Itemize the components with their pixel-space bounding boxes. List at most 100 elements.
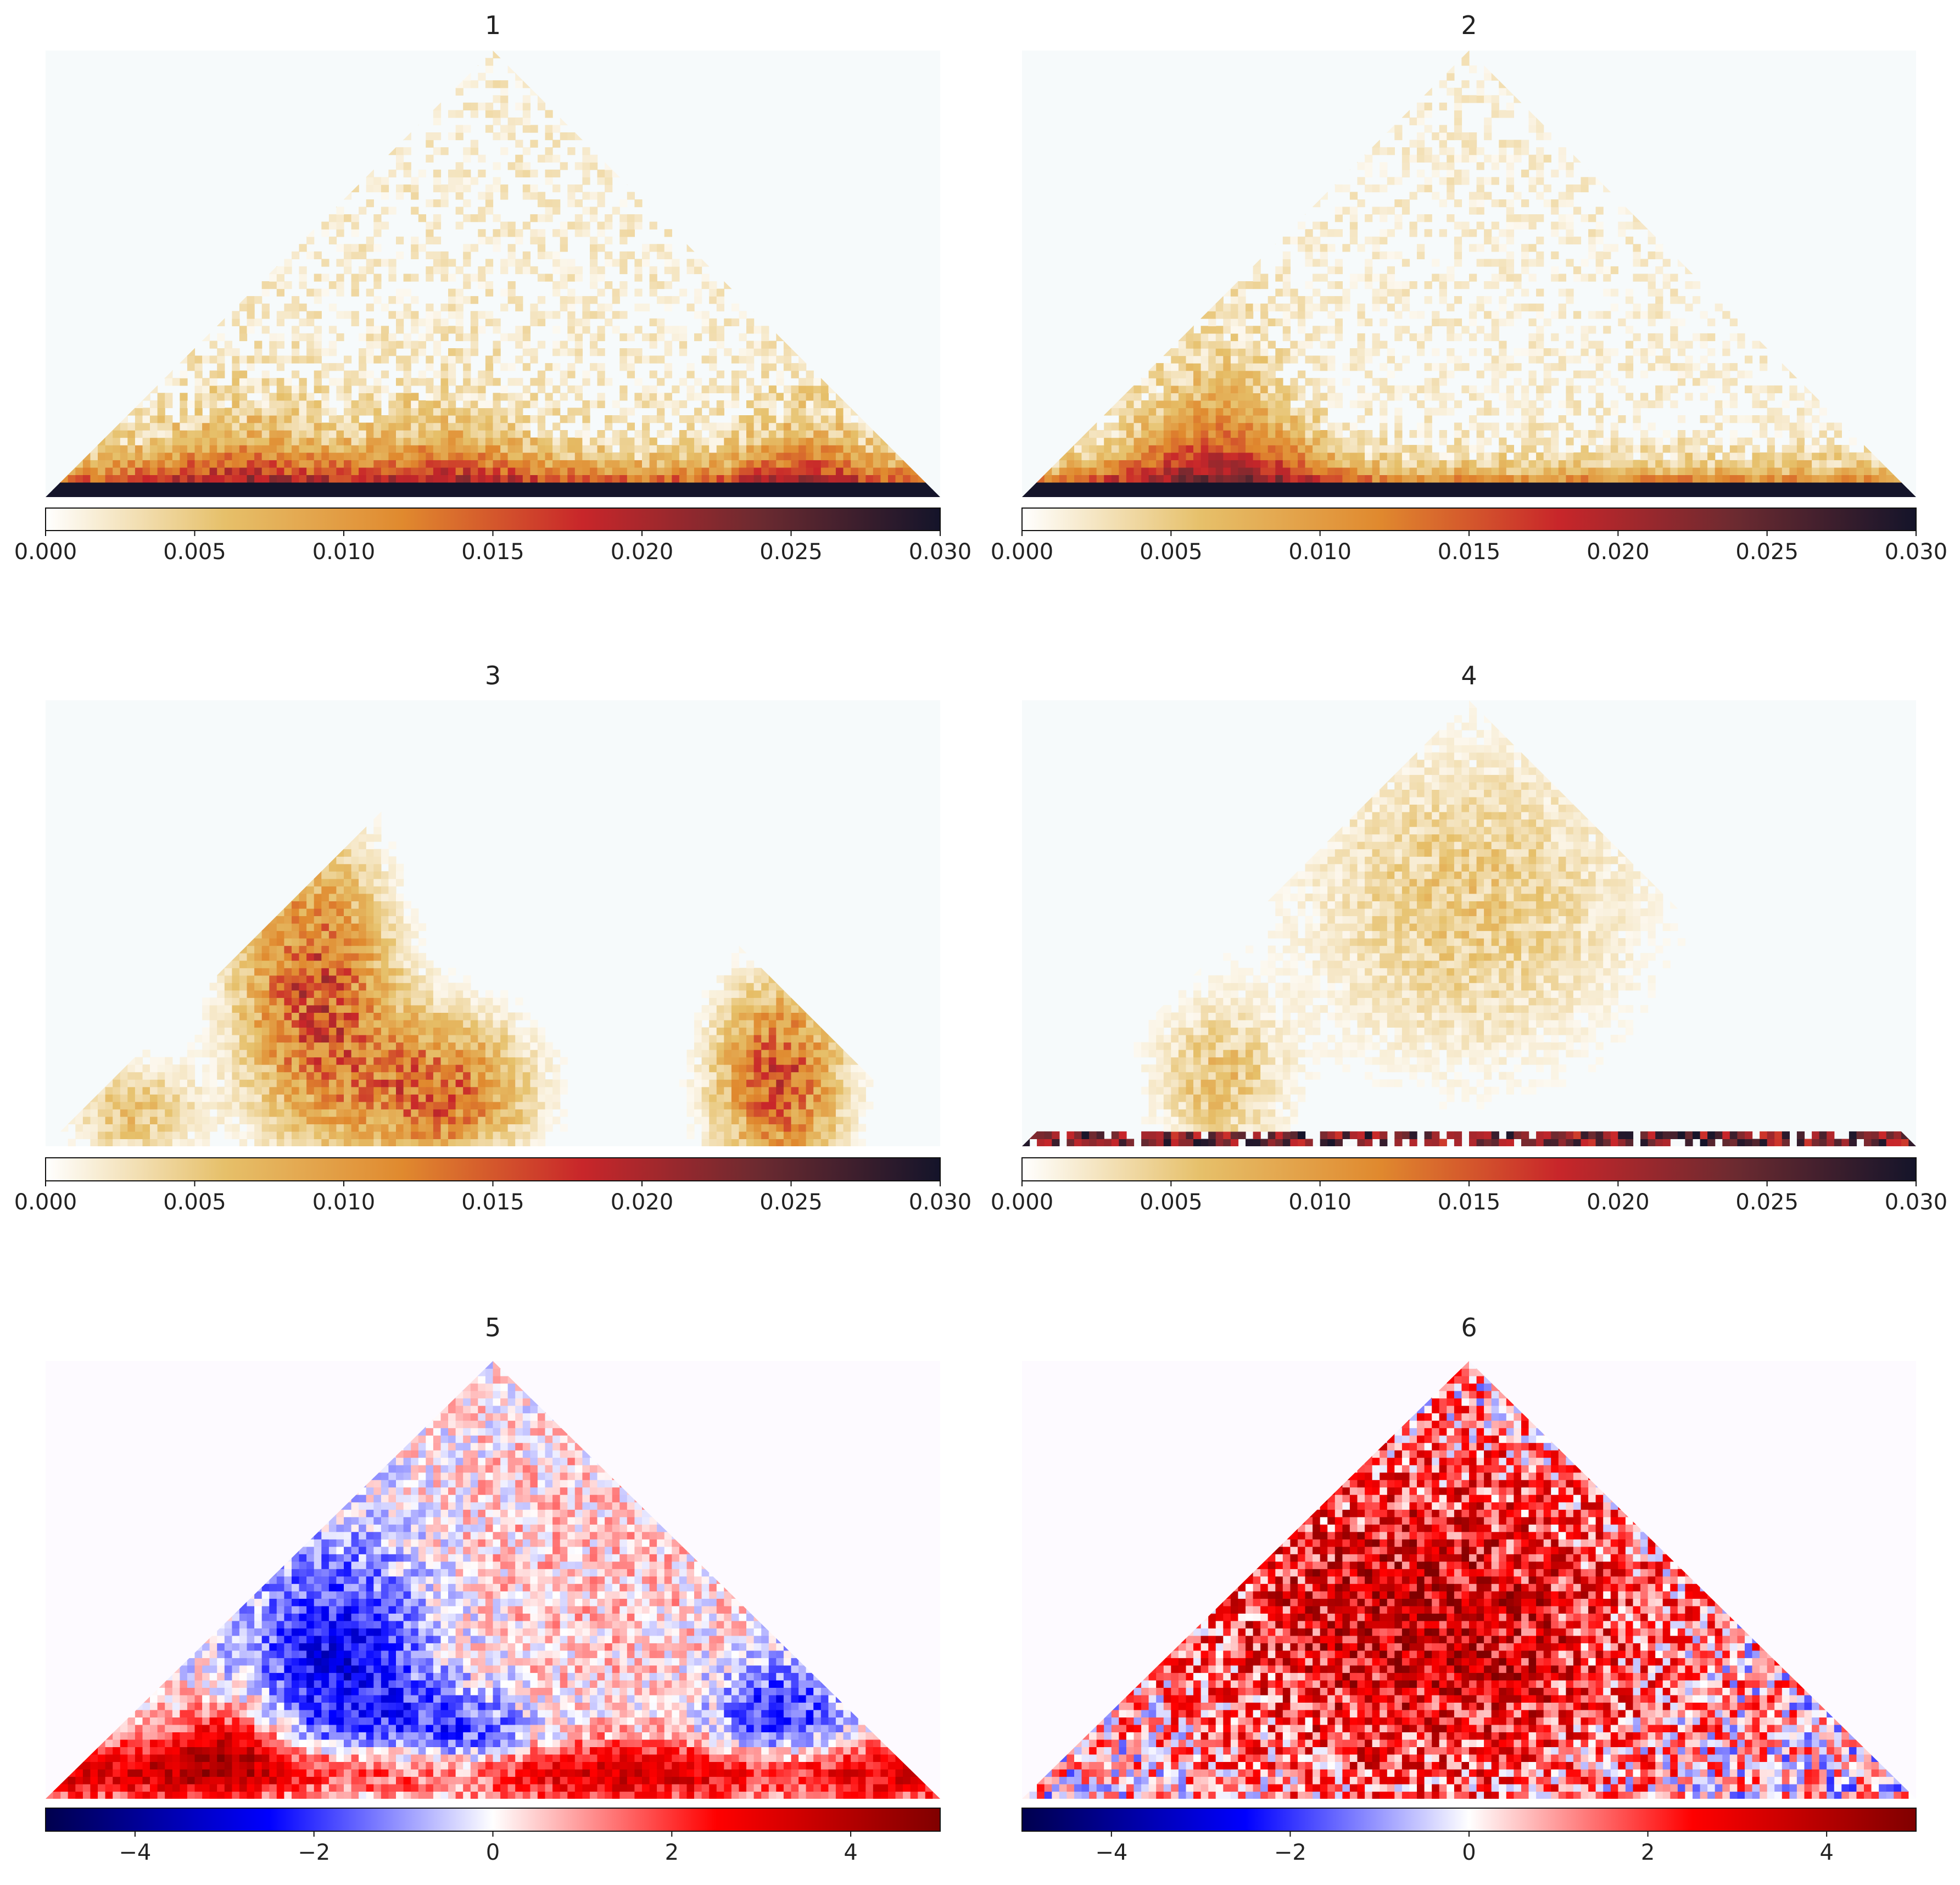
heatmap-cell bbox=[1528, 422, 1537, 431]
heatmap-cell bbox=[649, 341, 657, 349]
heatmap-cell bbox=[1648, 363, 1656, 371]
heatmap-cell bbox=[1774, 415, 1783, 423]
heatmap-cell bbox=[314, 1139, 322, 1146]
heatmap-cell bbox=[247, 475, 255, 483]
heatmap-cell bbox=[381, 385, 389, 393]
heatmap-cell bbox=[1275, 318, 1283, 326]
heatmap-cell bbox=[1282, 460, 1291, 468]
heatmap-cell bbox=[1432, 154, 1440, 163]
heatmap-cell bbox=[1551, 437, 1559, 445]
heatmap-cell bbox=[1417, 430, 1425, 438]
heatmap-cell bbox=[1178, 489, 1187, 497]
heatmap-cell bbox=[1394, 125, 1403, 133]
heatmap-cell bbox=[493, 452, 501, 460]
heatmap-cell bbox=[694, 311, 702, 319]
heatmap-cell bbox=[1230, 467, 1239, 475]
heatmap-cell bbox=[448, 445, 456, 453]
heatmap-cell bbox=[232, 408, 240, 416]
heatmap-cell bbox=[1186, 415, 1194, 423]
heatmap-cell bbox=[776, 489, 784, 497]
heatmap-cell bbox=[232, 482, 240, 490]
heatmap-cell bbox=[530, 266, 538, 275]
heatmap-cell bbox=[150, 445, 158, 453]
heatmap-cell bbox=[403, 147, 411, 155]
heatmap-cell bbox=[664, 482, 672, 490]
heatmap-cell bbox=[1514, 482, 1522, 490]
heatmap-cell bbox=[1148, 437, 1157, 445]
heatmap-cell bbox=[709, 296, 717, 304]
heatmap-cell bbox=[1246, 333, 1254, 342]
heatmap-cell bbox=[1208, 460, 1216, 468]
heatmap-cell bbox=[664, 281, 672, 289]
heatmap-cell bbox=[1484, 296, 1492, 304]
heatmap-cell bbox=[351, 370, 359, 378]
heatmap-cell bbox=[1782, 422, 1790, 431]
heatmap-cell bbox=[120, 482, 128, 490]
heatmap-cell bbox=[679, 288, 688, 297]
heatmap-cell bbox=[247, 437, 255, 445]
heatmap-cell bbox=[1246, 348, 1254, 356]
heatmap-cell bbox=[1514, 400, 1522, 409]
heatmap-cell bbox=[284, 452, 292, 460]
heatmap-cell bbox=[1528, 184, 1537, 193]
heatmap-cell bbox=[1655, 288, 1663, 297]
heatmap-cell bbox=[895, 460, 903, 468]
heatmap-cell bbox=[567, 475, 576, 483]
heatmap-cell bbox=[1633, 489, 1641, 497]
heatmap-cell bbox=[843, 452, 851, 460]
heatmap-cell bbox=[1298, 311, 1306, 319]
heatmap-cell bbox=[261, 1139, 270, 1146]
heatmap-cell bbox=[500, 87, 509, 96]
heatmap-cell bbox=[440, 475, 449, 483]
heatmap-cell bbox=[120, 489, 128, 497]
heatmap-cell bbox=[1342, 244, 1350, 252]
heatmap-cell bbox=[1514, 147, 1522, 155]
heatmap-cell bbox=[1625, 437, 1634, 445]
heatmap-cell bbox=[403, 184, 411, 193]
heatmap-cell bbox=[582, 169, 590, 177]
heatmap-cell bbox=[448, 288, 456, 297]
heatmap-cell bbox=[1796, 393, 1805, 401]
heatmap-cell bbox=[1633, 422, 1641, 431]
heatmap-cell bbox=[1528, 415, 1537, 423]
heatmap-cell bbox=[1454, 251, 1462, 259]
heatmap-cell bbox=[1528, 460, 1537, 468]
heatmap-cell bbox=[768, 489, 777, 497]
heatmap-cell bbox=[1648, 251, 1656, 259]
heatmap-cell bbox=[574, 445, 583, 453]
heatmap-cell bbox=[820, 422, 829, 431]
heatmap-cell bbox=[597, 229, 605, 237]
heatmap-cell bbox=[1729, 437, 1738, 445]
heatmap-cell bbox=[306, 311, 315, 319]
heatmap-cell bbox=[1827, 437, 1835, 445]
heatmap-cell bbox=[1707, 370, 1716, 378]
heatmap-cell bbox=[820, 460, 829, 468]
heatmap-cell bbox=[1246, 415, 1254, 423]
heatmap-cell bbox=[582, 408, 590, 416]
heatmap-cell bbox=[739, 333, 747, 342]
heatmap-cell bbox=[552, 251, 561, 259]
heatmap-cell bbox=[1327, 452, 1336, 460]
heatmap-cell bbox=[605, 281, 613, 289]
heatmap-cell bbox=[739, 452, 747, 460]
heatmap-cell bbox=[1081, 489, 1090, 497]
heatmap-cell bbox=[1685, 460, 1693, 468]
heatmap-cell bbox=[1200, 341, 1209, 349]
heatmap-cell bbox=[418, 422, 426, 431]
heatmap-cell bbox=[1677, 467, 1686, 475]
heatmap-cell bbox=[664, 244, 672, 252]
heatmap-cell bbox=[403, 333, 411, 342]
heatmap-cell bbox=[381, 184, 389, 193]
heatmap-cell bbox=[455, 288, 464, 297]
heatmap-cell bbox=[1827, 452, 1835, 460]
heatmap-cell bbox=[701, 489, 710, 497]
heatmap-cell bbox=[1536, 422, 1544, 431]
heatmap-cell bbox=[1625, 452, 1634, 460]
heatmap-cell bbox=[396, 393, 404, 401]
heatmap-cell bbox=[217, 363, 225, 371]
heatmap-cell bbox=[1126, 445, 1135, 453]
heatmap-cell bbox=[582, 475, 590, 483]
heatmap-cell bbox=[485, 445, 494, 453]
heatmap-cell bbox=[552, 363, 561, 371]
heatmap-cell bbox=[1424, 422, 1432, 431]
